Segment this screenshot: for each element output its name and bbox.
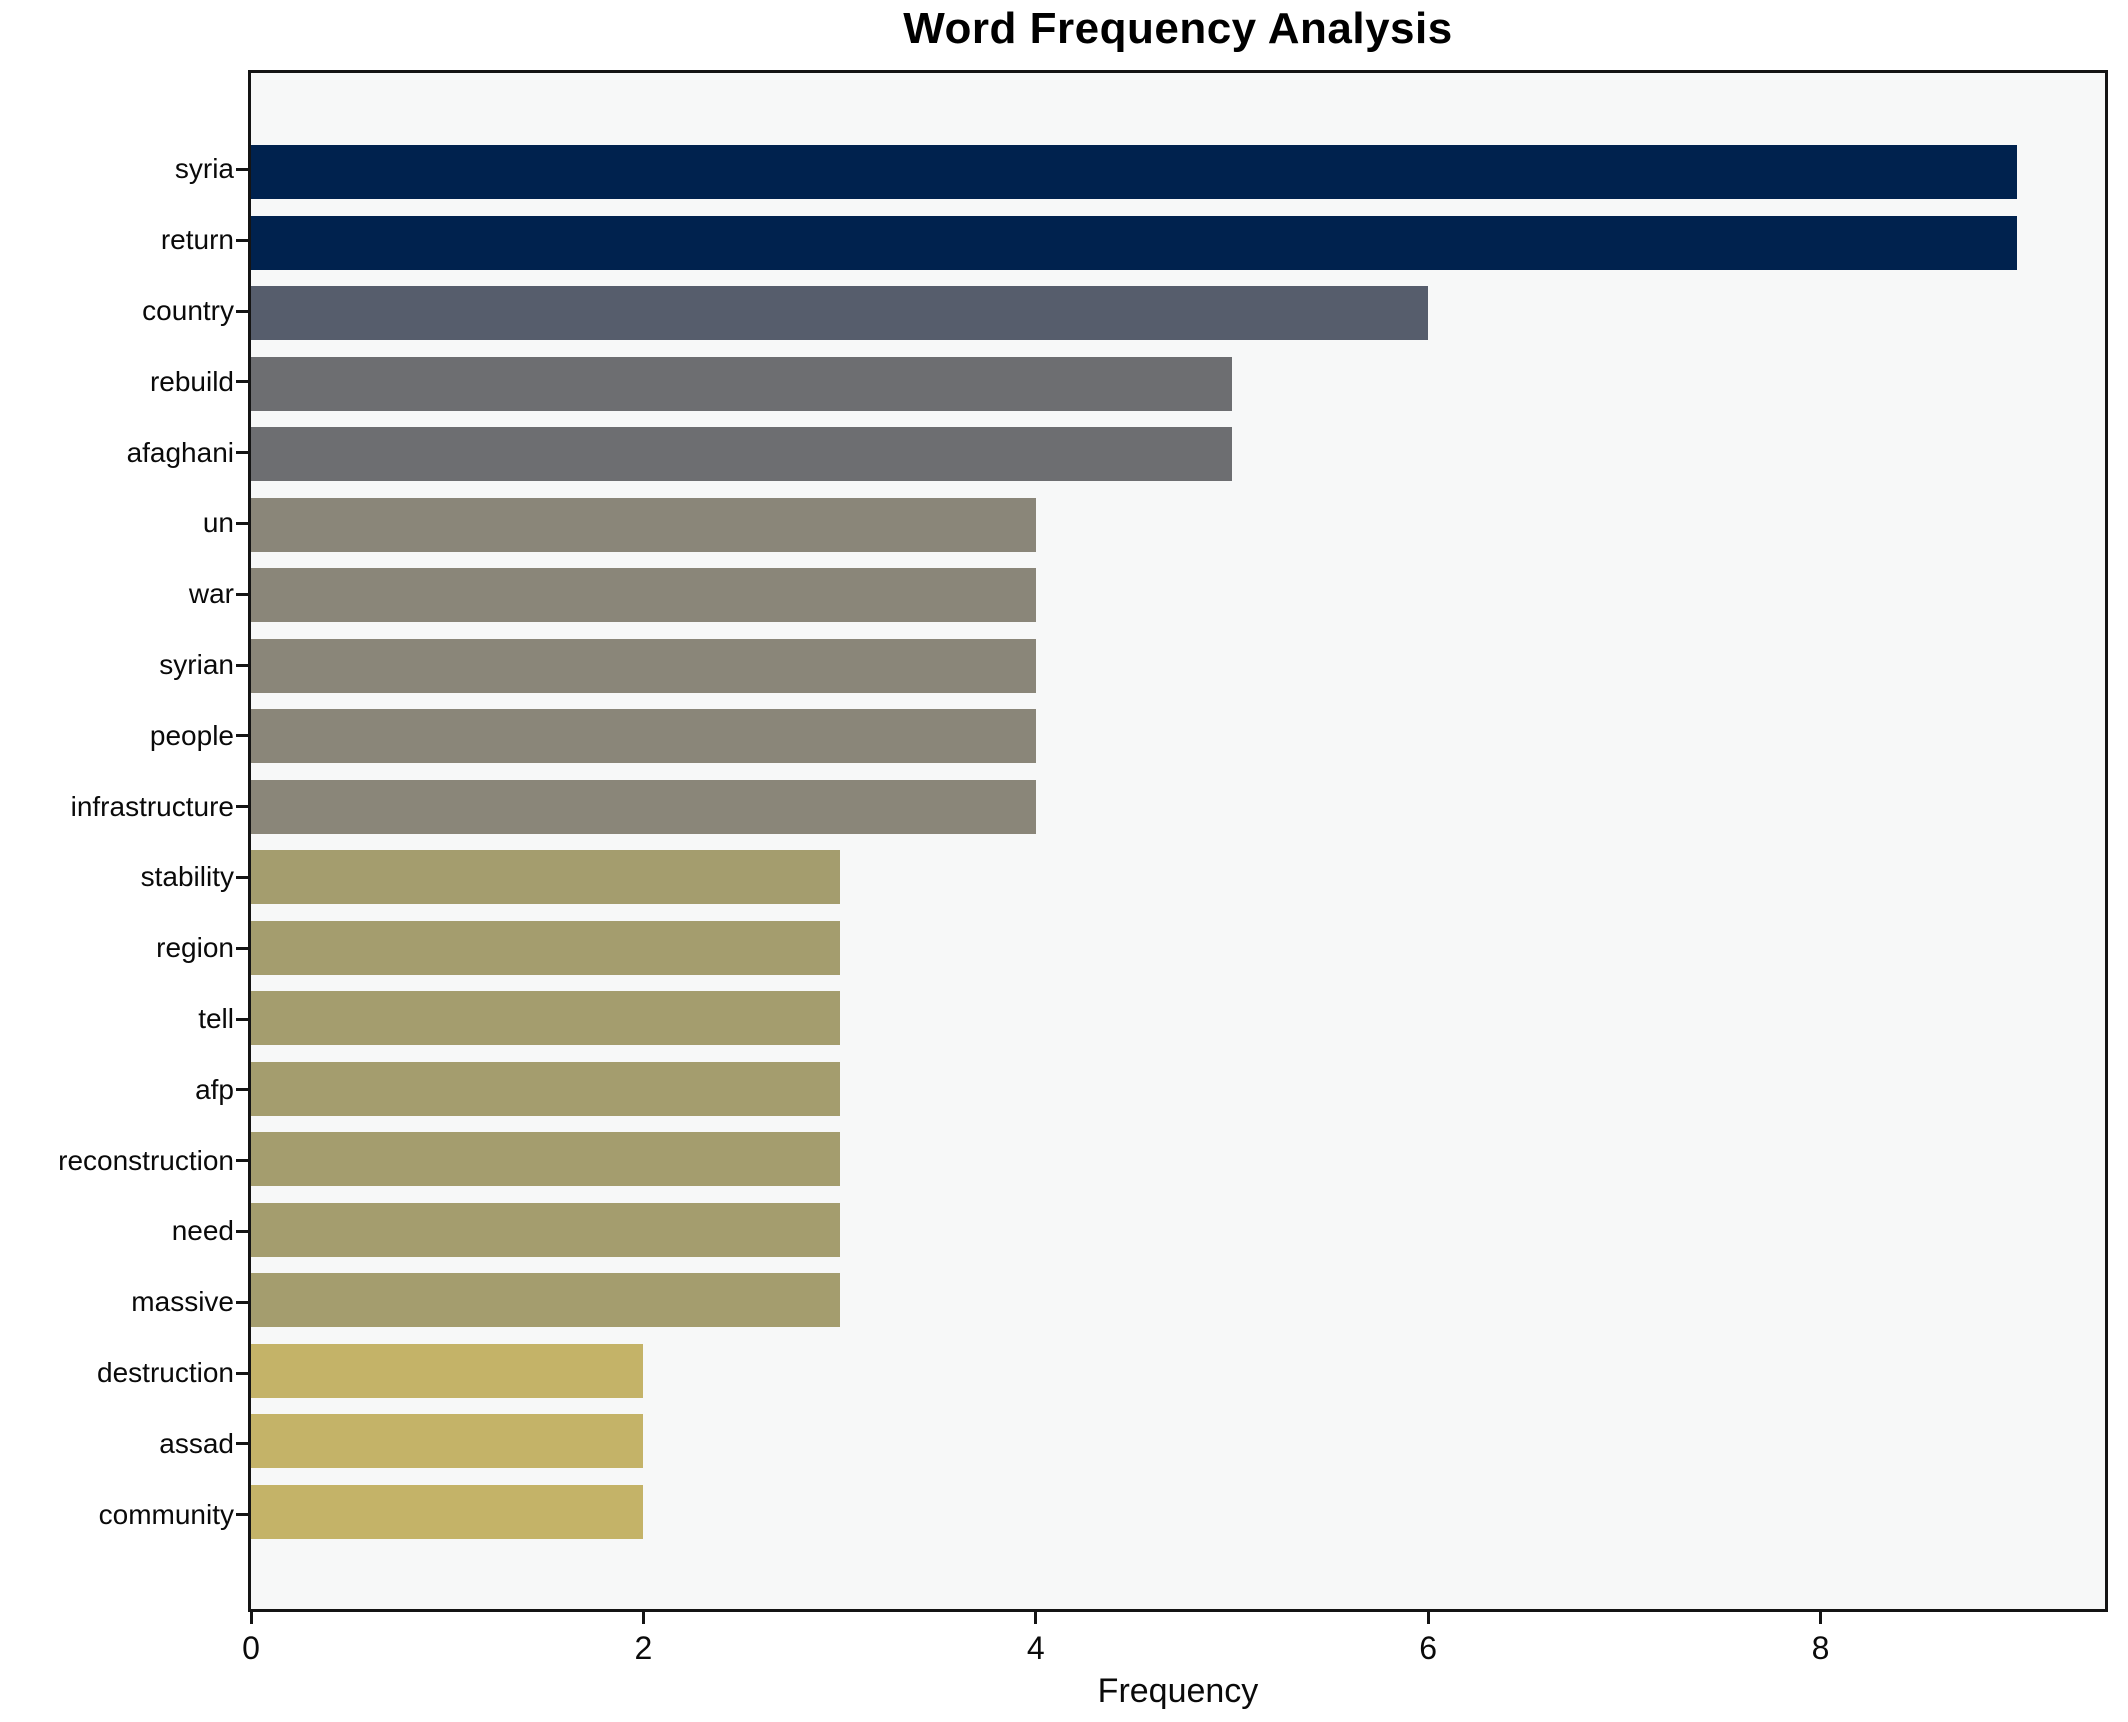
bar-war [251,568,1036,623]
y-tick-mark [236,1229,248,1233]
y-tick-mark [236,1442,248,1446]
bar-people [251,709,1036,764]
x-tick-label-6: 6 [1419,1630,1438,1666]
x-tick-label-0: 0 [242,1630,260,1666]
bar-row [251,1336,2105,1407]
y-tick-mark [236,1300,248,1304]
bar-syria [251,145,2017,200]
y-tick-label-un: un [202,507,234,539]
bar-row [251,1406,2105,1477]
y-tick-mark [236,875,248,879]
y-tick-label-country: country [142,295,234,326]
x-tick-mark [1819,1612,1823,1624]
x-axis-title: Frequency [1097,1672,1259,1710]
y-tick-label-massive: massive [131,1286,234,1318]
bar-row [251,490,2105,561]
bar-row [251,701,2105,772]
bar-row [251,1054,2105,1125]
bar-assad [251,1414,644,1469]
bar-row [251,1124,2105,1195]
x-tick-mark [1426,1612,1430,1624]
bar-tell [251,991,840,1046]
y-tick-mark [236,805,248,809]
bar-rebuild [251,356,1232,411]
y-tick-label-reconstruction: reconstruction [58,1144,234,1176]
x-tick-label-4: 4 [1026,1630,1045,1666]
y-tick-mark [236,734,248,738]
bar-region [251,920,840,975]
y-tick-label-return: return [160,224,234,256]
bar-afaghani [251,427,1232,482]
y-tick-label-tell: tell [198,1003,234,1034]
bar-community [251,1484,644,1539]
y-tick-label-destruction: destruction [97,1357,234,1388]
y-tick-mark [236,1088,248,1092]
bar-row [251,419,2105,490]
y-tick-label-community: community [98,1498,234,1530]
y-tick-mark [236,167,248,171]
y-tick-mark [236,592,248,596]
y-tick-mark [236,1513,248,1517]
y-tick-mark [236,1017,248,1021]
y-tick-mark [236,1371,248,1375]
x-tick-mark [641,1612,645,1624]
y-tick-label-afp: afp [195,1073,234,1105]
y-tick-label-region: region [156,932,234,964]
x-tick-label-8: 8 [1811,1630,1830,1666]
x-tick-label-2: 2 [634,1630,653,1666]
x-tick-mark [249,1612,253,1624]
bar-infrastructure [251,779,1036,834]
bar-un [251,497,1036,552]
y-tick-label-syrian: syrian [159,649,234,680]
y-tick-mark [236,1159,248,1163]
chart-title: Word Frequency Analysis [903,4,1453,53]
bar-row [251,1195,2105,1266]
bar-massive [251,1273,840,1328]
bar-stability [251,850,840,905]
y-tick-mark [236,380,248,384]
y-tick-label-afaghani: afaghani [126,436,234,468]
bar-country [251,286,1429,341]
bar-row [251,278,2105,349]
bar-row [251,137,2105,208]
y-tick-label-war: war [188,578,234,610]
y-tick-label-syria: syria [174,153,234,185]
plot-area [248,70,2108,1612]
bar-need [251,1202,840,1257]
y-tick-label-people: people [149,719,234,751]
bar-afp [251,1061,840,1116]
bar-row [251,1477,2105,1548]
y-tick-mark [236,451,248,455]
bar-row [251,349,2105,420]
x-tick-mark [1034,1612,1038,1624]
y-tick-label-infrastructure: infrastructure [70,790,234,822]
bar-row [251,772,2105,843]
y-tick-mark [236,946,248,950]
bar-return [251,215,2017,270]
bar-reconstruction [251,1132,840,1187]
bar-row [251,983,2105,1054]
y-tick-label-need: need [171,1215,234,1247]
bar-syrian [251,638,1036,693]
y-tick-mark [236,309,248,313]
y-tick-label-assad: assad [159,1427,234,1459]
bar-row [251,631,2105,702]
bar-row [251,560,2105,631]
bar-row [251,842,2105,913]
bar-destruction [251,1343,644,1398]
bar-row [251,1265,2105,1336]
y-tick-mark [236,663,248,667]
y-tick-mark [236,521,248,525]
bars-container [251,137,2105,1547]
y-tick-label-stability: stability [140,861,234,893]
y-tick-mark [236,238,248,242]
bar-row [251,208,2105,279]
bar-row [251,913,2105,984]
y-tick-label-rebuild: rebuild [149,365,234,397]
